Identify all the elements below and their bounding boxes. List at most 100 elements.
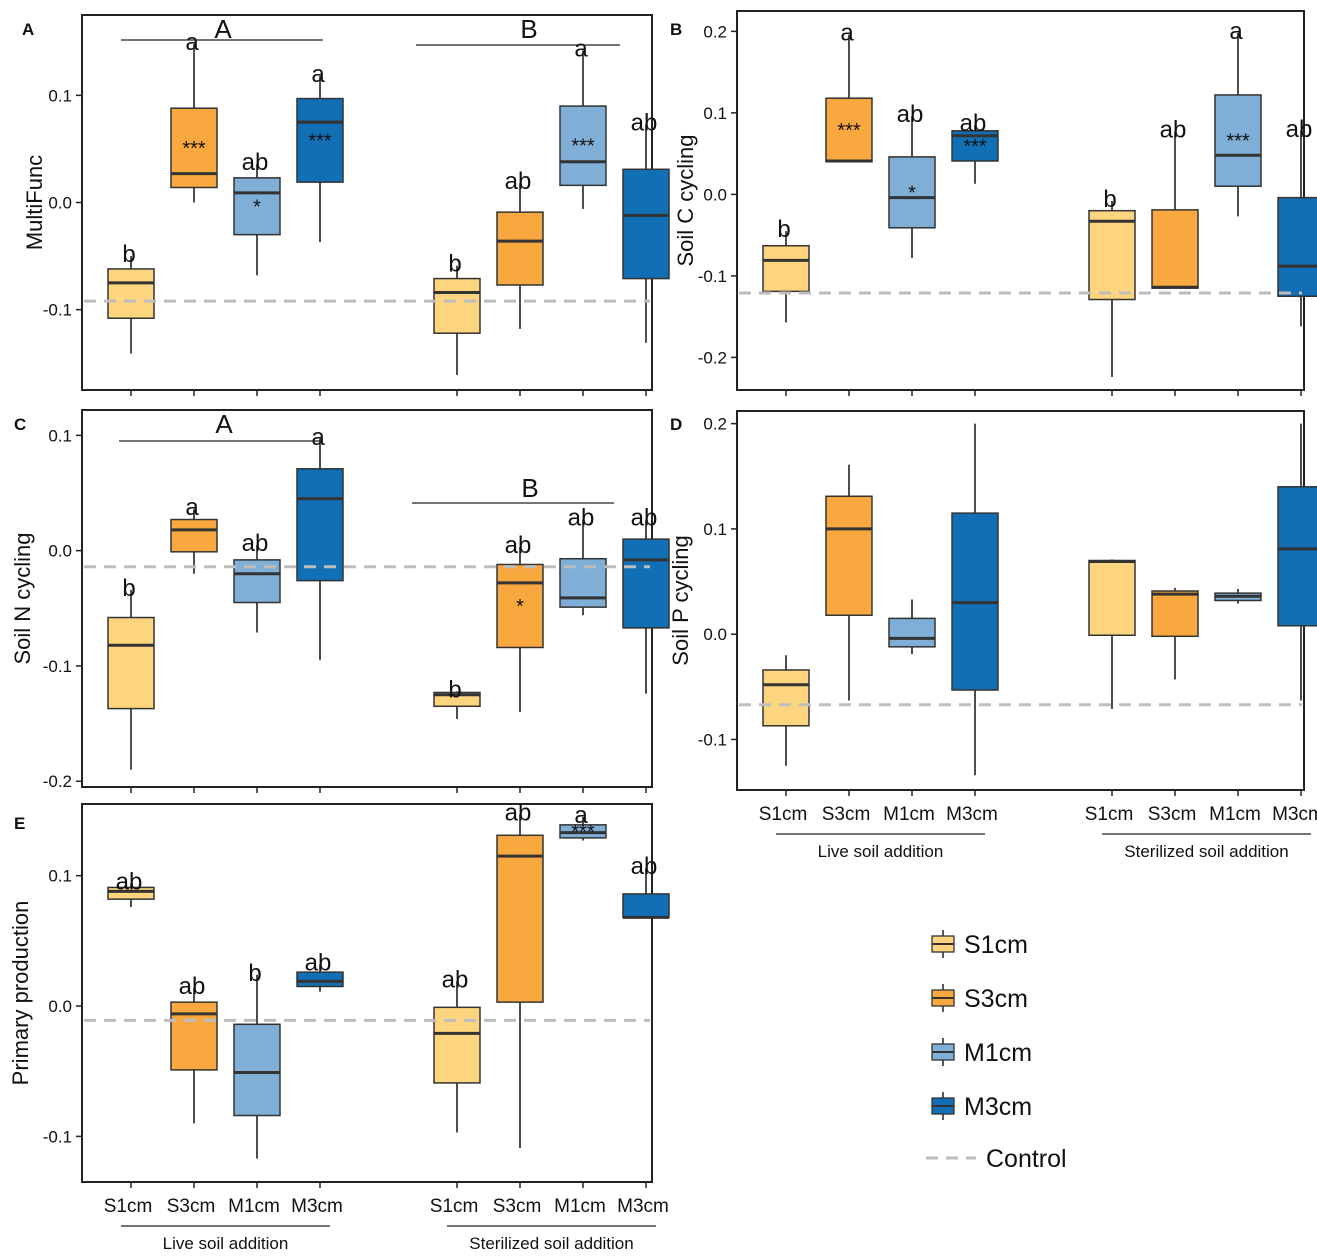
significance-letter: ab	[242, 530, 269, 557]
x-tick-label: S1cm	[1085, 804, 1134, 825]
box-body	[496, 563, 544, 649]
significance-stars: ***	[963, 136, 987, 158]
group-letter: A	[215, 409, 233, 439]
box-M3cm: ab	[296, 949, 344, 992]
significance-letter: ab	[897, 101, 924, 128]
box-body	[496, 211, 544, 286]
significance-letter: a	[311, 424, 325, 451]
box-body	[296, 97, 344, 183]
box-M1cm: ab *	[233, 149, 281, 276]
box-S3cm: ab	[170, 973, 218, 1124]
box-body	[559, 105, 607, 187]
x-group-label: Live soil addition	[818, 842, 944, 861]
y-tick-label: -0.1	[698, 267, 727, 286]
box-S3cm: ab	[496, 799, 544, 1149]
box-S1cm	[762, 655, 810, 766]
x-tick-label: S1cm	[759, 804, 808, 825]
y-tick-label: 0.0	[48, 997, 72, 1016]
x-group-label: Live soil addition	[163, 1234, 289, 1253]
box-S3cm	[1151, 587, 1199, 680]
legend-label: M3cm	[964, 1093, 1032, 1121]
x-tick-label: S3cm	[1148, 804, 1197, 825]
box-body	[233, 177, 281, 236]
significance-letter: b	[122, 575, 135, 602]
significance-letter: a	[185, 494, 199, 521]
y-axis-label: Soil C cycling	[673, 134, 698, 266]
significance-stars: ***	[182, 138, 206, 160]
x-tick-label: M1cm	[883, 804, 935, 825]
x-tick-label: M3cm	[1272, 804, 1317, 825]
box-M3cm: ab	[622, 109, 670, 343]
x-tick-label: S1cm	[430, 1196, 479, 1217]
y-tick-label: 0.1	[48, 426, 72, 445]
y-tick-label: 0.0	[703, 185, 727, 204]
y-tick-label: -0.2	[698, 348, 727, 367]
box-M3cm	[951, 423, 999, 776]
significance-stars: ***	[308, 130, 332, 152]
y-tick-label: 0.0	[48, 194, 72, 213]
box-M3cm: a ***	[296, 61, 344, 243]
significance-stars: ***	[837, 120, 861, 142]
box-M1cm: a***	[559, 802, 607, 843]
significance-letter: ab	[116, 869, 143, 896]
box-S1cm	[1088, 559, 1136, 709]
y-tick-label: -0.1	[698, 730, 727, 749]
significance-letter: ab	[242, 149, 269, 176]
box-S3cm: a ***	[170, 29, 218, 203]
y-tick-label: 0.0	[48, 542, 72, 561]
y-tick-label: 0.1	[48, 867, 72, 886]
y-axis-label: MultiFunc	[22, 155, 47, 250]
y-tick-label: -0.1	[43, 657, 72, 676]
box-body	[496, 834, 544, 1003]
panel-A: AMultiFunc-0.10.00.1ba***ab*a***baba***a…	[22, 14, 670, 396]
box-body	[296, 468, 344, 582]
panel-letter: D	[670, 415, 682, 434]
legend-label: S3cm	[964, 985, 1028, 1013]
box-body	[1151, 209, 1199, 289]
x-tick-label: M1cm	[1209, 804, 1261, 825]
box-M3cm	[1277, 423, 1317, 701]
panel-letter: C	[14, 415, 26, 434]
significance-stars: ***	[1226, 131, 1250, 153]
group-letter: B	[520, 14, 537, 44]
legend-item: S1cm	[931, 930, 1028, 959]
significance-letter: ab	[631, 853, 658, 880]
box-M1cm: ab	[233, 530, 281, 633]
significance-letter: ab	[960, 110, 987, 137]
x-tick-label: S3cm	[822, 804, 871, 825]
box-M1cm: a***	[1214, 18, 1262, 217]
y-tick-label: 0.2	[703, 415, 727, 434]
significance-letter: ab	[442, 966, 469, 993]
box-S3cm: ab	[1151, 117, 1199, 289]
box-body	[622, 168, 670, 280]
y-axis-label: Soil P cycling	[668, 535, 693, 665]
x-tick-label: M1cm	[554, 1196, 606, 1217]
box-S1cm: b	[107, 241, 155, 354]
box-body	[433, 1006, 481, 1084]
significance-letter: ab	[505, 799, 532, 826]
legend-item: M3cm	[931, 1092, 1032, 1121]
box-body	[825, 495, 873, 616]
significance-letter: b	[448, 251, 461, 278]
plot-frame	[81, 803, 653, 1183]
significance-letter: ab	[505, 168, 532, 195]
box-body	[622, 893, 670, 919]
box-S3cm: a ***	[825, 20, 873, 163]
x-tick-label: S3cm	[167, 1196, 216, 1217]
significance-stars: ***	[571, 136, 595, 158]
panel-letter: A	[22, 20, 34, 39]
legend-item: M1cm	[931, 1038, 1032, 1067]
box-body	[1277, 486, 1317, 627]
box-body	[170, 1001, 218, 1071]
box-S1cm: b	[433, 251, 481, 375]
significance-letter: a	[574, 802, 588, 829]
box-M3cm: ab***	[951, 110, 999, 184]
box-S3cm: a	[170, 494, 218, 574]
box-body	[888, 617, 936, 648]
significance-stars: *	[516, 596, 524, 618]
box-M3cm: ab	[1277, 116, 1317, 327]
box-S3cm: ab	[496, 168, 544, 329]
box-M3cm: a	[296, 424, 344, 661]
